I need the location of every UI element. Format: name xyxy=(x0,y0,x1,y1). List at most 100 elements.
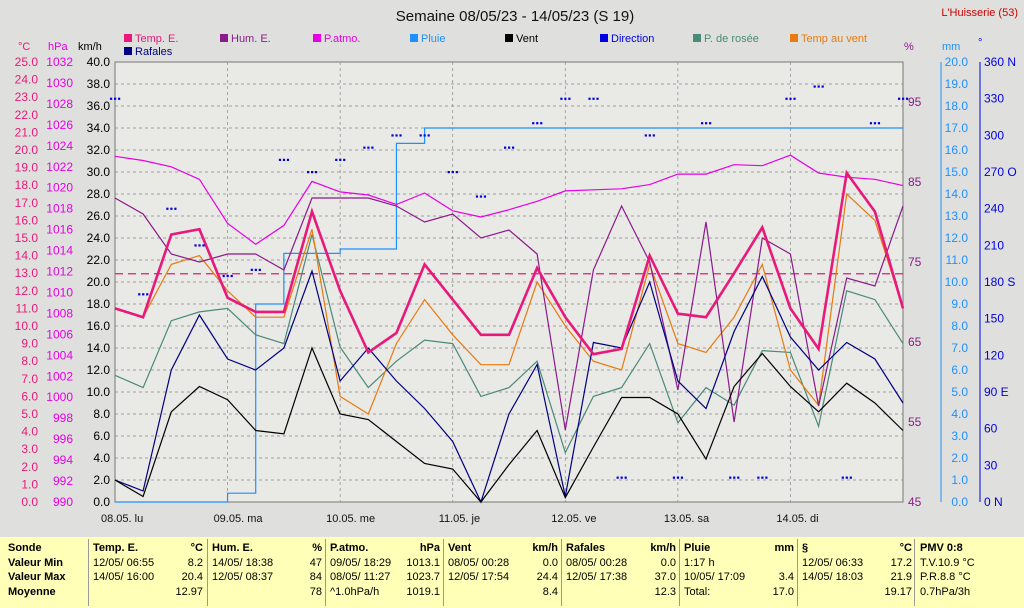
wind-tick: 40.0 xyxy=(87,55,111,69)
legend-swatch xyxy=(124,34,132,42)
stats-cell-value: 1019.1 xyxy=(406,585,440,598)
direction-point xyxy=(278,158,282,161)
hum-unit-label: % xyxy=(904,41,914,53)
wind-tick: 30.0 xyxy=(87,165,111,179)
x-tick: 09.05. ma xyxy=(214,513,264,525)
rain-tick: 7.0 xyxy=(951,341,968,355)
direction-point xyxy=(845,476,848,479)
direction-point xyxy=(817,85,820,88)
wind-tick: 38.0 xyxy=(87,77,111,91)
press-tick: 1022 xyxy=(46,160,73,174)
direction-point xyxy=(873,122,877,125)
stats-cell-label: 12/05/ 08:37 xyxy=(212,571,274,583)
direction-point xyxy=(315,171,318,174)
direction-point xyxy=(648,134,651,137)
direction-point xyxy=(508,146,511,149)
legend-swatch xyxy=(600,34,608,42)
hum-tick: 45 xyxy=(908,495,922,509)
series-line xyxy=(114,346,904,503)
rain-tick: 6.0 xyxy=(951,363,968,377)
direction-point xyxy=(568,97,571,100)
pmv-line: 0.7hPa/3h xyxy=(920,585,971,598)
rain-tick: 5.0 xyxy=(951,385,968,399)
dir-tick: 180 S xyxy=(984,275,1015,289)
direction-point xyxy=(560,97,563,100)
weather-chart: Semaine 08/05/23 - 14/05/23 (S 19) L'Hui… xyxy=(15,7,1018,525)
direction-point xyxy=(226,274,229,278)
rain-unit-label: mm xyxy=(942,41,960,53)
direction-point xyxy=(902,97,905,100)
wind-tick: 8.0 xyxy=(93,407,110,421)
series-line xyxy=(114,234,904,455)
hum-tick: 55 xyxy=(908,415,922,429)
stats-col-unit: km/h xyxy=(650,542,676,554)
rain-tick: 2.0 xyxy=(951,451,968,465)
x-tick: 10.05. me xyxy=(326,513,375,525)
direction-point xyxy=(371,146,374,149)
series-line xyxy=(114,197,904,431)
direction-point xyxy=(194,244,197,247)
press-unit-label: hPa xyxy=(48,41,68,53)
stats-col-unit: km/h xyxy=(532,542,558,554)
legend-label: P.atmo. xyxy=(324,33,361,45)
temp-tick: 0.0 xyxy=(21,495,38,509)
press-tick: 992 xyxy=(53,474,73,488)
legend-item: Hum. E. xyxy=(220,33,271,45)
temp-tick: 3.0 xyxy=(21,442,38,456)
legend-item: P.atmo. xyxy=(313,33,361,45)
direction-point xyxy=(367,146,370,149)
legend-label: Direction xyxy=(611,33,654,45)
stats-col-title: Rafales xyxy=(566,542,606,554)
direction-point xyxy=(813,85,816,88)
temp-tick: 13.0 xyxy=(15,266,39,280)
direction-point xyxy=(118,97,121,100)
x-tick: 08.05. lu xyxy=(101,513,143,525)
wind-tick: 18.0 xyxy=(87,297,111,311)
direction-point xyxy=(166,207,169,210)
dir-tick: 270 O xyxy=(984,165,1017,179)
stats-col-title: Hum. E. xyxy=(212,542,253,554)
rain-tick: 1.0 xyxy=(951,473,968,487)
direction-point xyxy=(343,158,346,161)
temp-tick: 14.0 xyxy=(15,249,39,263)
press-tick: 1006 xyxy=(46,327,73,341)
stats-cell-value: 0.0 xyxy=(542,556,558,569)
legend-item: Pluie xyxy=(410,33,445,45)
rain-tick: 8.0 xyxy=(951,319,968,333)
press-tick: 1026 xyxy=(46,118,73,132)
legend-item: Temp au vent xyxy=(790,33,867,45)
direction-point xyxy=(311,171,314,174)
stats-column: P.atmo. hPa 09/05/ 18:29 1013.1 08/05/ 11:27… xyxy=(330,541,440,599)
pmv-line: P.R.8.8 °C xyxy=(920,571,971,583)
direction-point xyxy=(765,476,768,479)
hum-tick: 85 xyxy=(908,175,922,189)
stats-cell-label: 12/05/ 17:38 xyxy=(566,571,628,583)
legend-swatch xyxy=(693,34,701,42)
stats-cell-value: 84 xyxy=(309,571,322,583)
temp-tick: 18.0 xyxy=(15,178,39,192)
rain-tick: 14.0 xyxy=(945,187,969,201)
wind-tick: 34.0 xyxy=(87,121,111,135)
stats-col-unit: °C xyxy=(190,542,203,554)
stats-separator xyxy=(88,539,89,606)
stats-col-unit: °C xyxy=(899,542,912,554)
direction-point xyxy=(644,134,647,137)
rain-tick: 11.0 xyxy=(946,253,969,267)
wind-tick: 32.0 xyxy=(87,143,111,157)
direction-point xyxy=(785,97,788,100)
press-tick: 1016 xyxy=(46,223,73,237)
legend-item: Direction xyxy=(600,33,654,45)
x-tick: 12.05. ve xyxy=(551,513,596,525)
series-layer xyxy=(110,85,909,504)
dir-tick: 240 xyxy=(984,202,1004,216)
rain-tick: 19.0 xyxy=(945,77,969,91)
legend-item: P. de rosée xyxy=(693,33,759,45)
direction-point xyxy=(451,171,454,174)
legend-label: Temp au vent xyxy=(801,33,867,45)
wind-tick: 36.0 xyxy=(87,99,111,113)
stats-cell-label: 14/05/ 18:03 xyxy=(802,571,864,583)
direction-point xyxy=(620,476,623,479)
press-tick: 1024 xyxy=(46,139,73,153)
stats-col-unit: % xyxy=(312,542,322,554)
direction-point xyxy=(198,244,201,247)
